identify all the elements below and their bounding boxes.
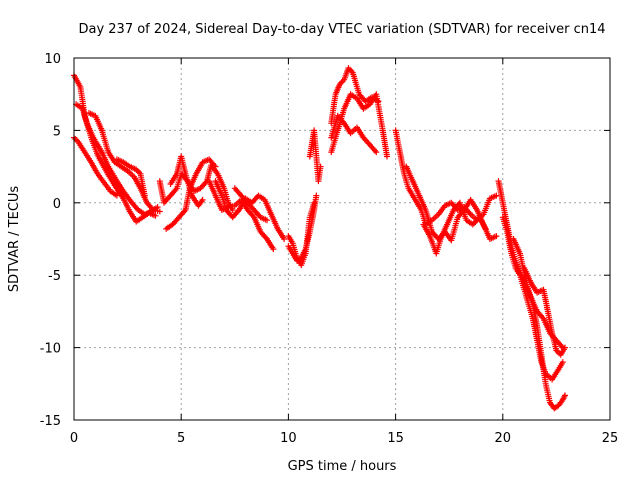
marker-track: [510, 236, 568, 412]
marker-track: [73, 101, 161, 218]
marker-track: [495, 178, 566, 351]
marker-track: [521, 265, 568, 358]
marker-track: [306, 127, 324, 185]
y-tick-label: 5: [53, 124, 61, 139]
series-track-24: [521, 265, 568, 358]
plot-frame: [73, 57, 611, 421]
series-track-14: [306, 127, 324, 185]
marker-track: [167, 153, 206, 209]
data-markers: [71, 65, 568, 412]
axes: 0 5 10 15 20 25 -15 -10 -5 0 5 10: [40, 52, 619, 446]
y-tick-label: -5: [48, 269, 61, 284]
series-track-16: [328, 91, 390, 160]
series-track-13: [285, 192, 320, 264]
x-tick-label: 0: [70, 431, 78, 446]
y-axis-label: SDTVAR / TECUs: [7, 186, 22, 293]
x-tick-label: 15: [387, 431, 404, 446]
series-track-20: [420, 199, 489, 257]
x-tick-label: 5: [177, 431, 185, 446]
x-tick-label: 25: [602, 431, 619, 446]
chart-title: Day 237 of 2024, Sidereal Day-to-day VTE…: [78, 22, 605, 37]
series-track-10: [206, 178, 277, 253]
series-track-21: [495, 178, 566, 351]
marker-track: [285, 192, 320, 264]
marker-track: [113, 156, 148, 199]
marker-track: [420, 199, 489, 257]
series-track-2: [73, 101, 161, 218]
x-tick-label: 10: [280, 431, 297, 446]
y-tick-label: -15: [40, 414, 61, 429]
series-track-23: [510, 236, 568, 412]
series-track-15: [328, 65, 382, 127]
series-track-5: [113, 156, 148, 199]
series-track-17: [328, 112, 380, 156]
marker-track: [328, 112, 380, 156]
series-track-18: [392, 127, 500, 228]
marker-track: [328, 65, 382, 127]
marker-track: [206, 178, 277, 253]
series-track-11: [231, 185, 270, 224]
y-tick-label: -10: [40, 342, 61, 357]
y-tick-label: 0: [53, 197, 61, 212]
series-track-8: [167, 153, 206, 209]
x-tick-label: 20: [495, 431, 512, 446]
marker-track: [392, 127, 500, 228]
x-axis-label: GPS time / hours: [288, 459, 397, 474]
marker-track: [328, 91, 390, 160]
y-tick-label: 10: [44, 52, 61, 67]
marker-track: [231, 185, 270, 224]
